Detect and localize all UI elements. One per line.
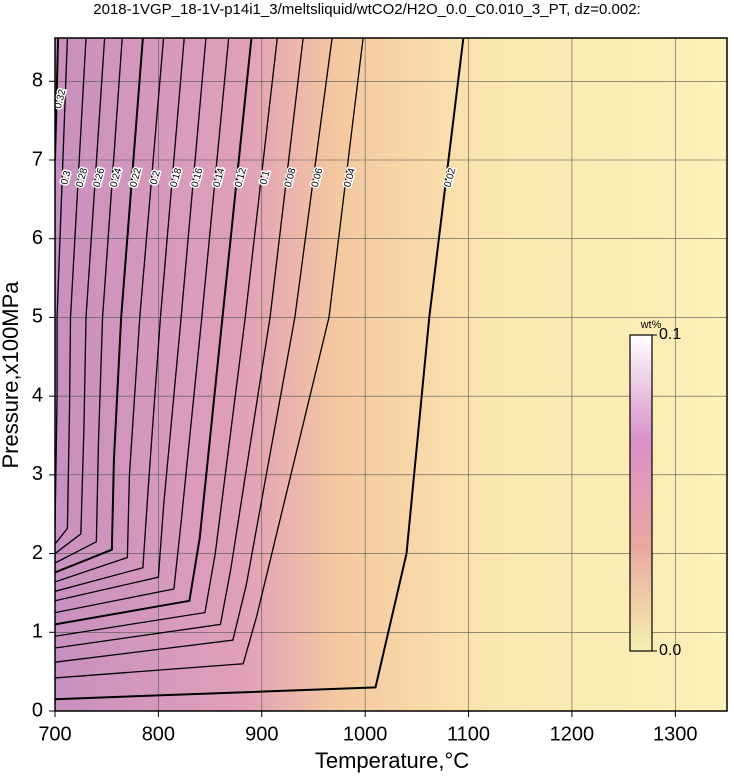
plot-frame <box>54 37 728 712</box>
contour-line <box>55 38 165 583</box>
plot-background <box>55 38 727 711</box>
y-tick-label: 0 <box>32 699 43 721</box>
colorbar-label: wt% <box>640 319 662 331</box>
y-tick-label: 5 <box>32 306 43 328</box>
contour-line <box>55 38 304 649</box>
x-tick-label: 900 <box>245 723 278 745</box>
x-tick-label: 1000 <box>343 723 388 745</box>
contour-line <box>55 38 207 602</box>
contour-line <box>55 38 106 555</box>
colorbar-tick-label: 0.0 <box>659 642 681 659</box>
y-tick-label: 8 <box>32 70 43 92</box>
contour-line <box>55 38 465 701</box>
colorbar-tick-label: 0.1 <box>659 326 681 343</box>
chart-title: 2018-1VGP_18-1V-p14i1_3/meltsliquid/wtCO… <box>93 1 640 18</box>
x-tick-label: 800 <box>142 723 175 745</box>
contour-line <box>55 38 123 564</box>
y-axis-label: Pressure,x100MPa <box>0 281 23 469</box>
x-tick-label: 700 <box>38 723 71 745</box>
y-tick-label: 6 <box>32 227 43 249</box>
contour-line <box>55 38 230 614</box>
x-tick-label: 1300 <box>653 723 698 745</box>
contour-line <box>55 38 278 637</box>
y-tick-label: 3 <box>32 463 43 485</box>
contour-line <box>55 38 144 574</box>
x-tick-label: 1100 <box>447 723 490 745</box>
contour-line <box>55 38 185 592</box>
y-tick-label: 2 <box>32 542 43 564</box>
contour-label: 0.1 <box>258 169 272 186</box>
contour-line <box>55 38 364 679</box>
contour-line <box>55 38 333 663</box>
y-tick-label: 4 <box>32 384 43 406</box>
y-tick-label: 7 <box>32 148 43 170</box>
contour-line <box>55 38 69 530</box>
x-axis-label: Temperature,°C <box>315 748 469 773</box>
y-tick-label: 1 <box>32 621 43 643</box>
contour-label: 0.3 <box>59 169 73 186</box>
contour-label: 0.2 <box>149 169 163 186</box>
contour-line <box>55 38 87 545</box>
x-tick-label: 1200 <box>550 723 595 745</box>
contour-line <box>55 38 253 626</box>
colorbar <box>629 334 653 652</box>
